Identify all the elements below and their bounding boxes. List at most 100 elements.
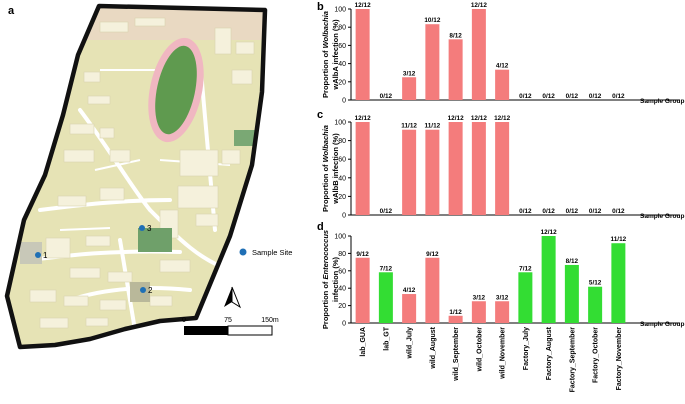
bar xyxy=(495,301,510,323)
category-label: wild_November xyxy=(500,327,507,380)
bar xyxy=(425,24,440,101)
y-axis-label-italic: Enterococcus xyxy=(321,230,330,280)
scale-tick-75: 75 xyxy=(224,317,232,324)
y-tick-label: 40 xyxy=(338,175,346,182)
data-label: 0/12 xyxy=(589,93,602,100)
map-panel: a xyxy=(4,3,292,350)
data-label: 12/12 xyxy=(471,115,487,122)
data-label: 0/12 xyxy=(542,208,555,215)
y-axis-label-part: Proportion of xyxy=(321,48,330,98)
y-axis-label-part: Proportion of xyxy=(321,162,330,212)
panel-label-d: d xyxy=(317,221,324,233)
category-label: Factory_November xyxy=(616,327,623,391)
data-label: 0/12 xyxy=(589,208,602,215)
data-label: 3/12 xyxy=(403,70,416,77)
bar xyxy=(425,129,440,215)
bar xyxy=(564,264,579,323)
bar xyxy=(425,257,440,323)
bar xyxy=(448,39,463,100)
north-arrow-icon xyxy=(224,286,242,309)
bar xyxy=(448,315,463,323)
y-tick-label: 20 xyxy=(338,79,346,86)
category-label: lab_GUA xyxy=(360,327,367,357)
bar xyxy=(355,257,370,323)
bar xyxy=(402,129,417,215)
data-label: 4/12 xyxy=(496,63,509,70)
y-axis-label-line2: wAlbA infection (%) xyxy=(331,19,340,91)
data-label: 3/12 xyxy=(496,294,509,301)
data-label: 4/12 xyxy=(403,287,416,294)
data-label: 12/12 xyxy=(494,115,510,122)
y-axis-label-part: Proportion of xyxy=(321,280,330,330)
site-label-1: 1 xyxy=(43,251,48,260)
data-label: 12/12 xyxy=(355,115,371,122)
y-axis-label: Proportion of Wolbachia xyxy=(321,11,330,98)
y-tick-label: 60 xyxy=(338,268,346,275)
y-tick-label: 60 xyxy=(338,157,346,164)
y-tick-label: 20 xyxy=(338,194,346,201)
category-label: Factory_October xyxy=(593,327,600,383)
y-tick-label: 20 xyxy=(338,303,346,310)
bar xyxy=(448,122,463,215)
data-label: 0/12 xyxy=(519,93,532,100)
chart-panel-c: c 0 20 40 60 80 100 Proportion of Wolbachia wAl… xyxy=(317,109,684,220)
y-axis-label-italic: Wolbachia xyxy=(321,125,330,162)
data-label: 11/12 xyxy=(425,123,441,130)
chart-panel-b: b 0 20 40 60 80 100 Proportion of Wolbachia wAl… xyxy=(317,1,684,105)
sample-site-marker xyxy=(35,252,41,258)
y-tick-label: 60 xyxy=(338,43,346,50)
data-label: 8/12 xyxy=(449,32,462,39)
panel-label-a: a xyxy=(8,5,15,17)
chart-panel-d: d 0 20 40 60 80 100 Proportion of Enterococcus… xyxy=(317,221,684,392)
x-axis-label: Sample Group xyxy=(640,98,684,105)
y-axis-label-line2: infection (%) xyxy=(331,257,340,302)
y-tick-label: 40 xyxy=(338,286,346,293)
data-label: 7/12 xyxy=(380,265,393,272)
data-label: 7/12 xyxy=(519,265,532,272)
bar xyxy=(471,301,486,323)
y-tick-label: 0 xyxy=(342,321,346,328)
bar xyxy=(355,122,370,215)
data-label: 8/12 xyxy=(566,258,579,265)
bar xyxy=(611,243,626,323)
bar xyxy=(355,9,370,100)
sample-site-marker xyxy=(139,225,145,231)
bar xyxy=(471,9,486,100)
category-label: Factory_September xyxy=(569,327,576,393)
legend-label: Sample Site xyxy=(252,248,292,257)
panel-label-c: c xyxy=(317,109,323,121)
data-label: 12/12 xyxy=(355,2,371,9)
data-label: 12/12 xyxy=(471,2,487,9)
data-label: 3/12 xyxy=(473,294,486,301)
data-label: 11/12 xyxy=(401,123,417,130)
data-label: 5/12 xyxy=(589,280,602,287)
scale-bar: 0 75 150m xyxy=(182,317,279,336)
data-label: 0/12 xyxy=(519,208,532,215)
legend-marker xyxy=(239,248,247,256)
data-label: 0/12 xyxy=(542,93,555,100)
y-axis-label-line2: wAlbB infection (%) xyxy=(331,133,340,205)
category-label: wild_August xyxy=(430,326,437,369)
bar xyxy=(518,272,533,323)
data-label: 9/12 xyxy=(356,251,369,258)
y-tick-label: 40 xyxy=(338,61,346,68)
y-tick-label: 0 xyxy=(342,213,346,220)
y-tick-label: 0 xyxy=(342,98,346,105)
sample-site-marker xyxy=(140,287,146,293)
y-axis-label-italic: Wolbachia xyxy=(321,11,330,48)
y-tick-label: 80 xyxy=(338,25,346,32)
y-axis-label: Proportion of Enterococcus xyxy=(321,230,330,329)
y-axis-label: Proportion of Wolbachia xyxy=(321,125,330,212)
category-label: wild_July xyxy=(407,327,414,360)
data-label: 0/12 xyxy=(566,93,579,100)
bar xyxy=(588,286,603,323)
site-label-3: 3 xyxy=(147,224,152,233)
data-label: 1/12 xyxy=(449,309,462,316)
bar xyxy=(402,294,417,323)
data-label: 12/12 xyxy=(448,115,464,122)
category-label: wild_September xyxy=(453,327,460,382)
scale-tick-0: 0 xyxy=(182,317,186,324)
x-axis-label: Sample Group xyxy=(640,213,684,220)
data-label: 0/12 xyxy=(380,208,393,215)
map-features xyxy=(20,6,265,332)
